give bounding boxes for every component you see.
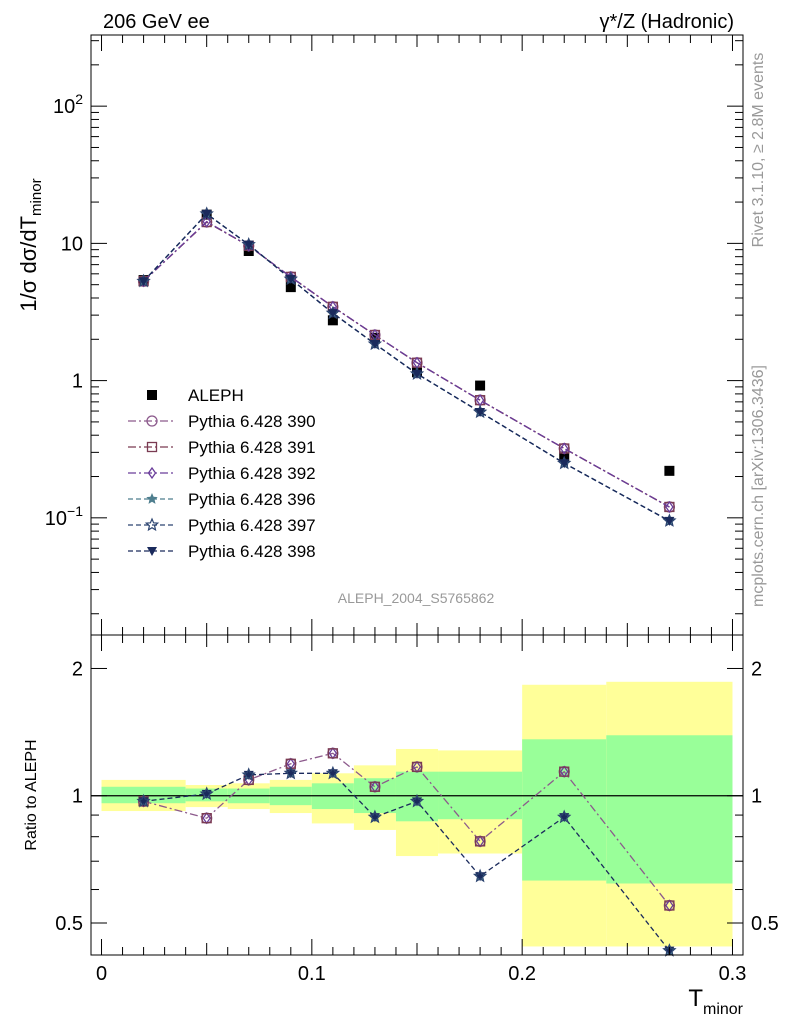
x-axis: 0 0.1 0.2 0.3 <box>96 635 746 985</box>
series-line-2 <box>143 221 670 508</box>
rivet-label: Rivet 3.1.10, ≥ 2.8M events <box>750 53 767 248</box>
ratio-point <box>409 793 425 808</box>
series-0 <box>138 209 675 476</box>
legend-marker <box>146 441 158 453</box>
data-point <box>665 500 674 514</box>
legend-marker <box>146 493 158 504</box>
x-axis-label-text: T <box>688 985 703 1012</box>
legend-item: Pythia 6.428 396 <box>128 490 316 509</box>
analysis-id: ALEPH_2004_S5765862 <box>338 590 495 606</box>
legend-item: Pythia 6.428 390 <box>128 412 316 431</box>
ratio-point <box>472 868 488 883</box>
legend-item: Pythia 6.428 398 <box>128 542 316 561</box>
legend-label: Pythia 6.428 392 <box>188 464 316 483</box>
legend-marker <box>144 517 160 532</box>
data-point <box>327 315 338 326</box>
ratio-point <box>369 781 381 792</box>
ratio-point <box>664 900 675 911</box>
ratio-series-1 <box>136 765 677 957</box>
data-point <box>412 369 422 379</box>
data-point <box>475 380 486 391</box>
ratio-y-tick-label-right: 1 <box>751 786 762 808</box>
data-point <box>327 309 338 319</box>
ratio-point <box>559 766 570 777</box>
series-6 <box>138 209 675 526</box>
stat-uncertainty-band <box>606 735 733 884</box>
x-tick-label: 0 <box>96 963 107 985</box>
ratio-point <box>325 765 341 780</box>
data-point <box>285 282 296 293</box>
ratio-line-1 <box>143 772 670 952</box>
main-y-label-sub: minor <box>28 178 45 216</box>
ratio-point <box>201 813 212 824</box>
main-y-axis: 102 10 1 10−1 <box>45 35 743 635</box>
legend-marker <box>146 415 158 427</box>
main-plot-area <box>136 206 677 527</box>
ratio-y-tick-label: 1 <box>72 786 83 808</box>
ratio-point <box>327 748 339 759</box>
data-point <box>664 465 675 476</box>
legend: ALEPH Pythia 6.428 390 Pythia 6.428 391 Pyt… <box>128 386 316 561</box>
y-tick-label: 10−1 <box>45 503 83 530</box>
x-tick-label: 0.2 <box>508 963 536 985</box>
header-right: γ*/Z (Hadronic) <box>600 11 734 33</box>
ratio-y-axis: 2 2 1 1 0.5 0.5 <box>55 658 779 935</box>
ratio-y-tick-label: 0.5 <box>55 913 83 935</box>
data-point <box>559 459 570 469</box>
legend-marker <box>147 466 157 480</box>
ratio-point <box>283 765 298 780</box>
main-y-label: 1/σ dσ/dTminor <box>16 178 45 311</box>
data-point <box>201 209 212 219</box>
y-tick-label: 1 <box>72 371 83 393</box>
legend-marker <box>147 390 157 400</box>
ratio-point <box>136 793 151 808</box>
legend-label: Pythia 6.428 390 <box>188 412 316 431</box>
y-tick-label: 10 <box>61 233 83 255</box>
header-left: 206 GeV ee <box>103 11 210 33</box>
x-axis-label-sub: minor <box>703 1001 744 1018</box>
x-axis-label: Tminor <box>688 985 743 1018</box>
ratio-panel: 2 2 1 1 0.5 0.5 0 0.1 0.2 0.3 Ratio to ALEPH Tmi… <box>23 634 779 1018</box>
data-point <box>243 240 254 250</box>
ratio-point <box>367 809 383 824</box>
ratio-y-tick-label: 2 <box>72 658 83 680</box>
legend-item: ALEPH <box>147 386 244 405</box>
main-y-label-text: 1/σ dσ/dT <box>16 216 41 312</box>
ratio-point <box>199 786 214 801</box>
data-point <box>285 275 296 285</box>
data-point <box>475 408 486 418</box>
ratio-y-label: Ratio to ALEPH <box>23 739 40 850</box>
ratio-point <box>411 761 423 773</box>
legend-marker <box>147 547 157 556</box>
data-point <box>202 215 211 228</box>
ratio-y-tick-label-right: 0.5 <box>751 913 779 935</box>
ratio-point <box>474 836 486 847</box>
data-point <box>138 277 149 287</box>
legend-label: ALEPH <box>188 386 244 405</box>
x-tick-label: 0.1 <box>298 963 326 985</box>
data-point <box>475 394 485 407</box>
ratio-y-tick-label-right: 2 <box>751 658 762 680</box>
legend-label: Pythia 6.428 396 <box>188 490 316 509</box>
legend-item: Pythia 6.428 391 <box>128 438 316 457</box>
mcplots-label: mcplots.cern.ch [arXiv:1306.3436] <box>750 365 767 607</box>
x-tick-label: 0.3 <box>719 963 747 985</box>
legend-label: Pythia 6.428 391 <box>188 438 316 457</box>
legend-label: Pythia 6.428 398 <box>188 542 316 561</box>
y-tick-label: 102 <box>53 91 83 118</box>
data-point <box>559 442 569 455</box>
legend-label: Pythia 6.428 397 <box>188 516 316 535</box>
legend-item: Pythia 6.428 392 <box>128 464 316 483</box>
legend-item: Pythia 6.428 397 <box>128 516 316 535</box>
data-point <box>664 516 675 526</box>
main-panel: 102 10 1 10−1 1/σ dσ/dTminor ALEPH_2004_S57… <box>16 34 744 636</box>
ratio-point <box>557 809 572 824</box>
data-point <box>369 339 380 349</box>
ratio-plot-area <box>91 681 743 957</box>
ratio-point <box>241 767 256 782</box>
